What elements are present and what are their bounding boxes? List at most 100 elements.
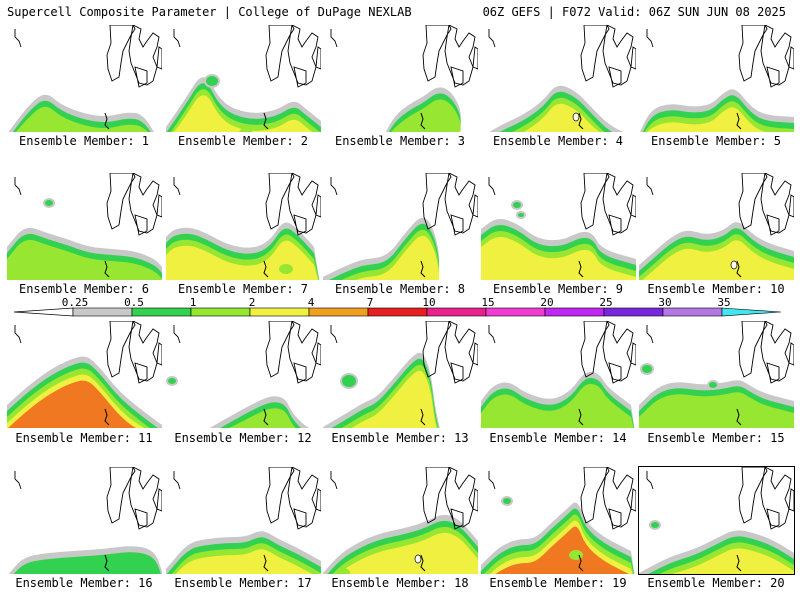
member-caption: Ensemble Member: 7 [177, 282, 309, 296]
state-border [330, 471, 338, 490]
river-line [736, 260, 742, 278]
colorbar-tick-label: 4 [308, 297, 315, 309]
scp-blob [206, 76, 218, 86]
scp-contour-4 [523, 103, 600, 132]
ensemble-member-panel[interactable] [166, 321, 321, 428]
member-map [639, 25, 794, 132]
scp-maximum [239, 128, 253, 132]
member-caption: Ensemble Member: 20 [647, 576, 785, 590]
scp-blob [513, 202, 521, 208]
state-border [14, 177, 22, 196]
member-caption: Ensemble Member: 4 [492, 134, 624, 148]
river-line [736, 408, 742, 426]
great-lakes-outline [265, 321, 321, 384]
ensemble-member-panel[interactable] [323, 25, 478, 132]
colorbar-tick-label: 30 [658, 297, 671, 309]
great-lakes-outline [265, 25, 321, 88]
colorbar-tick-label: 35 [717, 297, 730, 309]
state-border [173, 177, 181, 196]
member-map [481, 173, 636, 280]
great-lakes-outline [580, 467, 636, 530]
scp-contour-1 [13, 552, 161, 574]
ensemble-member-panel[interactable] [639, 25, 794, 132]
ensemble-member-panel[interactable] [7, 25, 162, 132]
run-valid-time: 06Z GEFS | F072 Valid: 06Z SUN JUN 08 20… [482, 5, 786, 19]
member-caption: Ensemble Member: 14 [489, 431, 627, 445]
great-lakes-outline [738, 467, 794, 530]
ensemble-member-panel[interactable] [166, 467, 321, 574]
state-border [173, 325, 181, 344]
ensemble-member-panel[interactable] [639, 173, 794, 280]
member-caption: Ensemble Member: 15 [647, 431, 785, 445]
member-caption: Ensemble Member: 18 [331, 576, 469, 590]
scp-blob [503, 498, 511, 504]
river-line [104, 260, 110, 278]
member-caption: Ensemble Member: 2 [177, 134, 309, 148]
great-lakes-outline [580, 25, 636, 88]
ensemble-member-panel[interactable] [638, 466, 795, 575]
scp-contour-2 [639, 392, 794, 428]
state-border [488, 471, 496, 490]
ensemble-member-panel[interactable] [323, 321, 478, 428]
scp-maximum [569, 550, 583, 560]
river-line [578, 554, 584, 572]
state-border [330, 29, 338, 48]
great-lakes-outline [265, 173, 321, 236]
member-caption: Ensemble Member: 17 [174, 576, 312, 590]
great-lakes-outline [738, 173, 794, 236]
ensemble-member-panel[interactable] [7, 467, 162, 574]
member-map [488, 25, 636, 132]
ensemble-member-panel[interactable] [481, 321, 636, 428]
colorbar-bin [131, 307, 192, 317]
river-line [420, 554, 426, 572]
scp-contour-2 [391, 99, 461, 132]
member-map [481, 467, 636, 574]
river-line [578, 112, 584, 130]
colorbar-bin [603, 307, 664, 317]
ensemble-member-panel[interactable] [7, 173, 162, 280]
scp-maximum [279, 264, 293, 274]
scp-contour-4 [336, 532, 478, 574]
ensemble-member-panel[interactable] [639, 321, 794, 428]
colorbar-tick-label: 10 [422, 297, 435, 309]
colorbar-legend: 0.25 0.5 1 2 4 7 10 15 20 25 30 35 [13, 297, 782, 317]
member-map [481, 321, 636, 428]
ensemble-member-panel[interactable] [323, 173, 478, 280]
member-map [323, 173, 478, 280]
member-caption: Ensemble Member: 1 [18, 134, 150, 148]
ensemble-member-panel[interactable] [481, 467, 636, 574]
state-border [488, 325, 496, 344]
colorbar-tick-label: 15 [481, 297, 494, 309]
colorbar-tick-label: 25 [599, 297, 612, 309]
river-line [736, 554, 742, 572]
lake-outline [730, 260, 738, 270]
great-lakes-outline [106, 467, 162, 530]
ensemble-member-panel[interactable] [481, 25, 636, 132]
great-lakes-outline [422, 321, 478, 384]
colorbar-bin [485, 307, 546, 317]
member-caption: Ensemble Member: 3 [334, 134, 466, 148]
member-map [639, 467, 794, 574]
great-lakes-outline [738, 321, 794, 384]
state-border [646, 177, 654, 196]
river-line [578, 260, 584, 278]
member-map [166, 321, 321, 428]
ensemble-member-panel[interactable] [166, 173, 321, 280]
ensemble-member-panel[interactable] [7, 321, 162, 428]
river-line [104, 408, 110, 426]
scp-contour-7 [8, 380, 136, 428]
member-map [7, 173, 162, 280]
great-lakes-outline [422, 173, 478, 236]
ensemble-member-panel[interactable] [323, 467, 478, 574]
scp-blob [651, 522, 659, 528]
colorbar-tick-label: 0.25 [62, 297, 89, 309]
state-border [173, 471, 181, 490]
great-lakes-outline [580, 321, 636, 384]
ensemble-member-panel[interactable] [481, 173, 636, 280]
member-caption: Ensemble Member: 9 [492, 282, 624, 296]
member-caption: Ensemble Member: 12 [174, 431, 312, 445]
state-border [488, 29, 496, 48]
ensemble-member-panel[interactable] [166, 25, 321, 132]
scp-contour-4 [351, 370, 437, 428]
member-caption: Ensemble Member: 10 [647, 282, 785, 296]
